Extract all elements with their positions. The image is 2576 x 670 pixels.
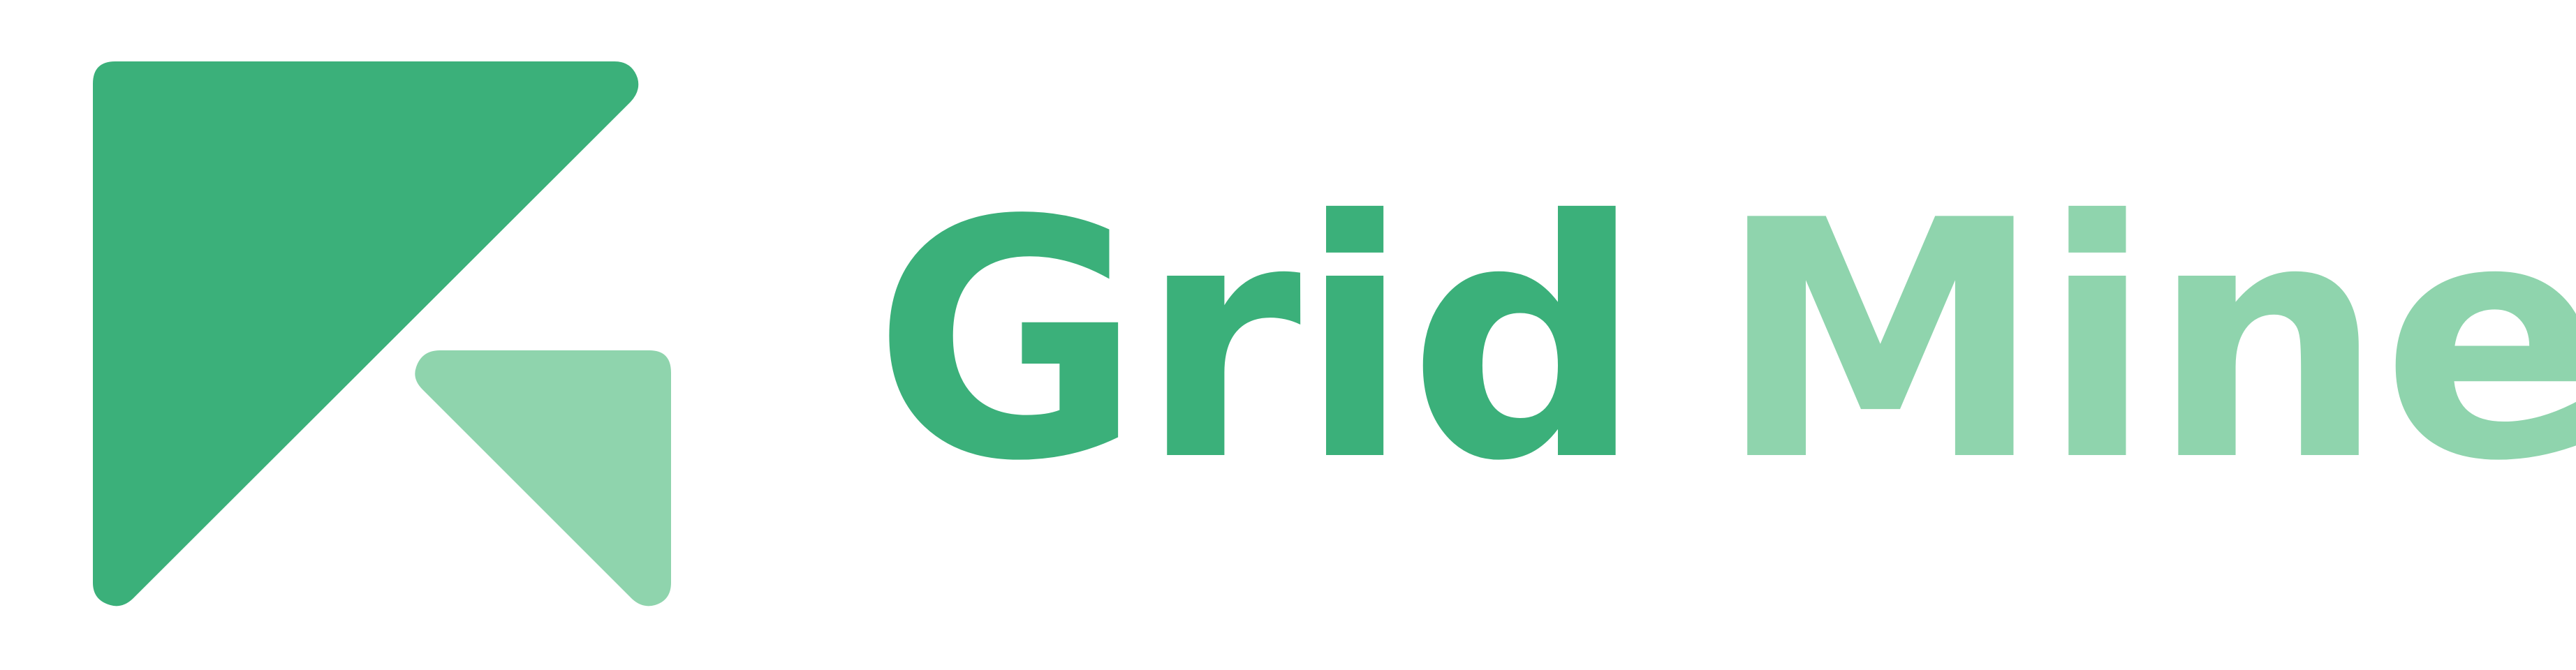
- wordmark-mine: Mine: [1717, 151, 2576, 533]
- wordmark: Grid Mine: [873, 178, 2576, 506]
- logo-mark-icon: [93, 61, 671, 606]
- logo-small-triangle: [415, 350, 671, 606]
- logo-large-triangle: [93, 61, 639, 606]
- wordmark-grid: Grid: [873, 151, 1643, 533]
